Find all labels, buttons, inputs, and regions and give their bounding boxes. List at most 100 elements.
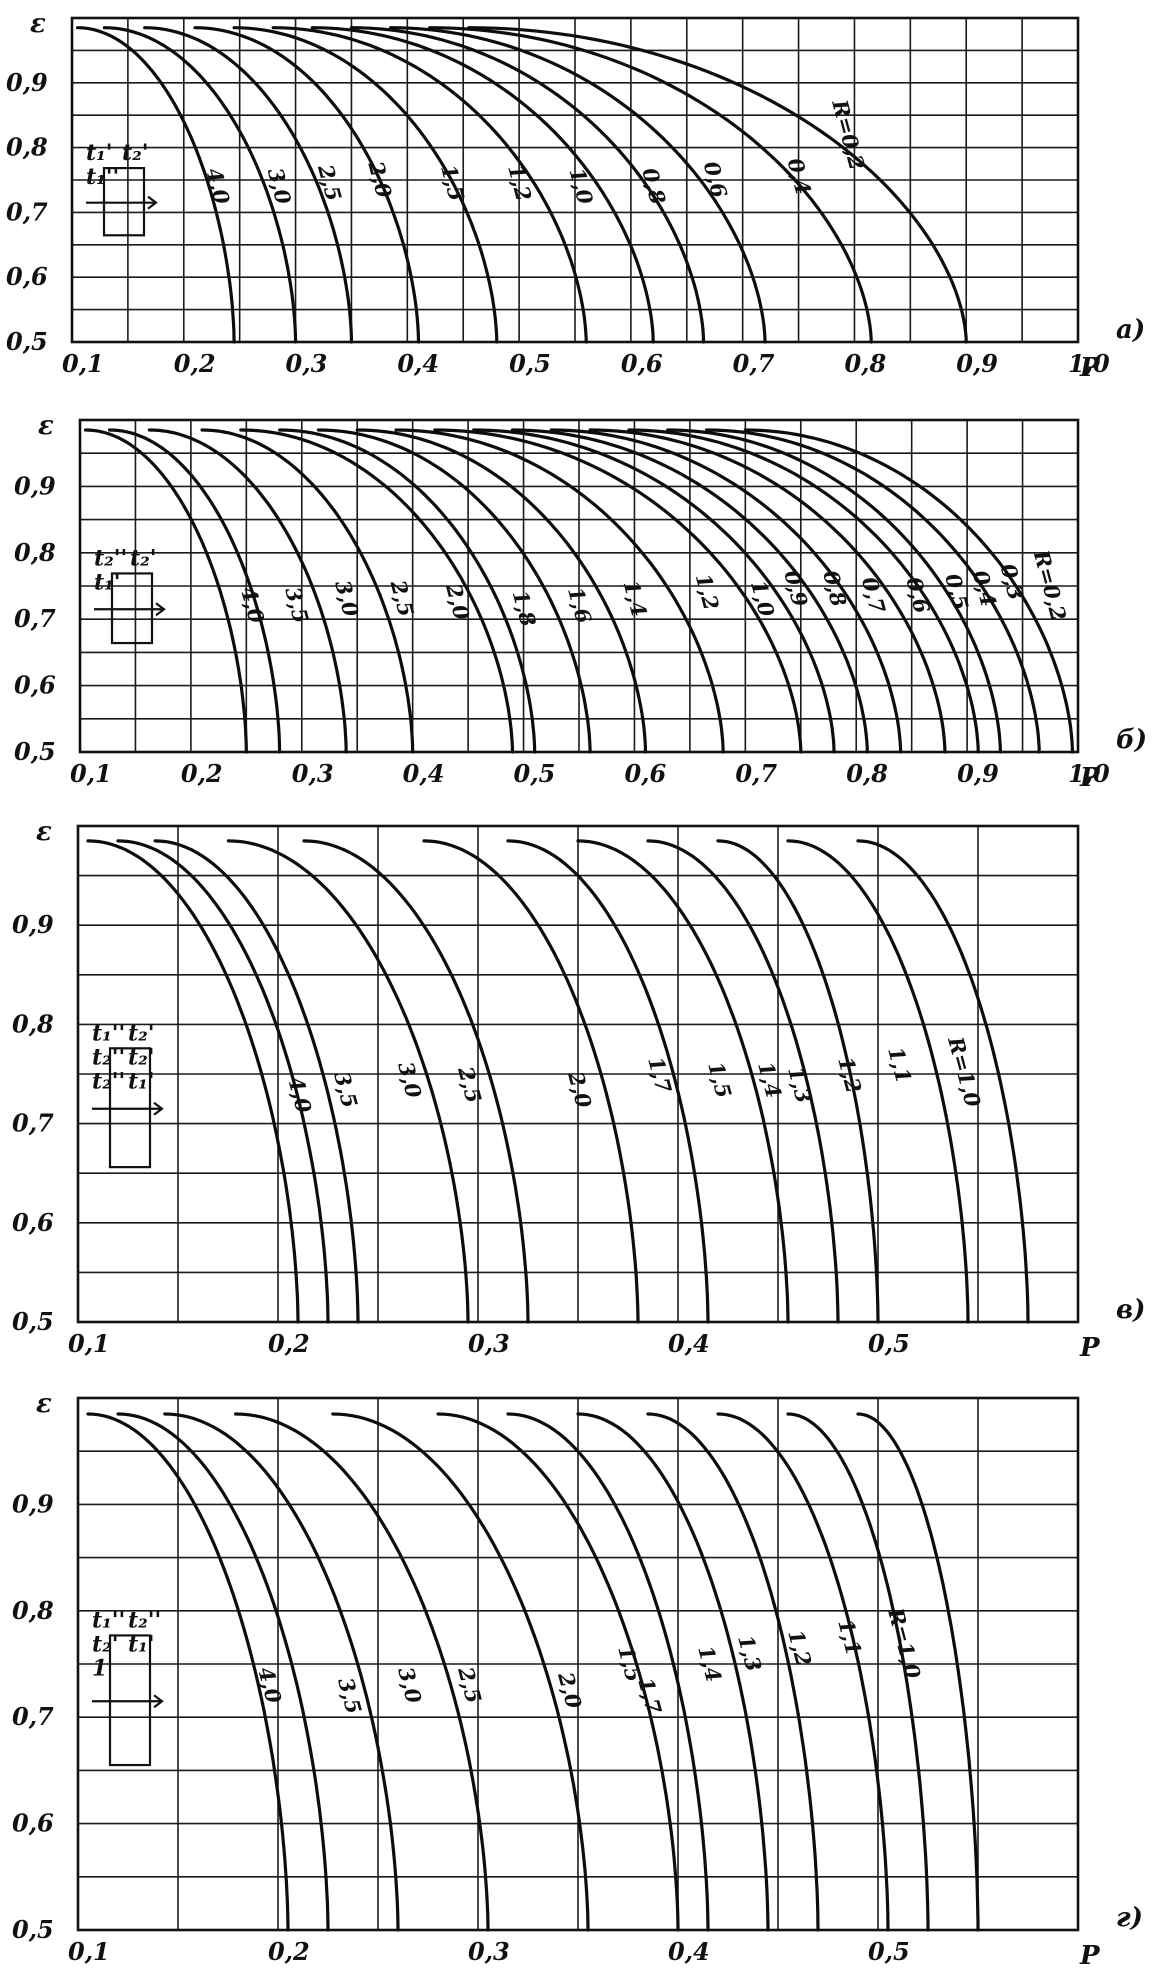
series-curve bbox=[436, 1412, 680, 1932]
series-curve bbox=[147, 428, 348, 754]
chart-panel-2: 0,1 0,2 0,3 0,4 0,5 0,6 0,7 0,8 0,9 1,00,50,60,70… bbox=[14, 411, 1147, 793]
y-tick-label: 0,6 bbox=[6, 262, 48, 291]
series-curve bbox=[506, 1412, 710, 1932]
series-curve bbox=[646, 839, 840, 1324]
y-tick-label: 0,8 bbox=[6, 133, 48, 162]
x-tick-label: 0,2 bbox=[181, 759, 223, 788]
y-axis-label: ε bbox=[30, 9, 46, 39]
series-curve bbox=[428, 26, 873, 344]
x-tick-label: 0,2 bbox=[268, 1937, 310, 1966]
series-label: 2,5 bbox=[453, 1663, 487, 1706]
series-label: 1,1 bbox=[883, 1044, 917, 1086]
scheme-label: t₂' bbox=[128, 1020, 155, 1046]
scheme-label: 1 bbox=[92, 1655, 107, 1681]
x-tick-label: 0,6 bbox=[624, 759, 666, 788]
series-curve bbox=[163, 1412, 400, 1932]
series-label: 0,8 bbox=[637, 165, 671, 207]
y-tick-label: 0,9 bbox=[12, 910, 54, 939]
series-curve bbox=[588, 428, 947, 754]
y-tick-label: 0,5 bbox=[14, 737, 56, 766]
series-label: 1,3 bbox=[783, 1064, 817, 1106]
x-axis-label: P bbox=[1079, 353, 1101, 383]
series-label: 3,5 bbox=[329, 1069, 363, 1111]
series-curve bbox=[743, 428, 1075, 754]
x-tick-label: 0,3 bbox=[292, 759, 334, 788]
scheme-label: t₁' bbox=[128, 1068, 155, 1094]
x-tick-label: 0,1 bbox=[68, 1329, 110, 1358]
plot-frame bbox=[70, 16, 1080, 344]
x-tick-label: 0,1 bbox=[68, 1937, 110, 1966]
series-label: 1,1 bbox=[833, 1616, 867, 1658]
y-tick-label: 0,6 bbox=[12, 1809, 54, 1838]
series-label: 2,0 bbox=[553, 1668, 587, 1711]
y-tick-label: 0,7 bbox=[12, 1109, 54, 1138]
scheme-label: t₂' bbox=[122, 140, 149, 166]
x-tick-label: 0,6 bbox=[621, 349, 663, 378]
series-curve bbox=[389, 26, 767, 344]
scheme-label: t₂'' bbox=[92, 1068, 125, 1094]
x-tick-label: 0,7 bbox=[733, 349, 775, 378]
x-tick-label: 0,5 bbox=[868, 1329, 910, 1358]
series-label: 2,5 bbox=[313, 161, 347, 204]
series-label: 1,3 bbox=[733, 1632, 767, 1674]
series-curve bbox=[232, 26, 499, 344]
series-label: 0,8 bbox=[818, 568, 852, 610]
arrow-icon bbox=[155, 602, 166, 617]
x-tick-label: 0,8 bbox=[846, 759, 888, 788]
series-label: 1,5 bbox=[703, 1059, 737, 1101]
scheme-label: t₁' bbox=[86, 140, 113, 166]
series-curve bbox=[576, 1412, 770, 1932]
y-tick-label: 0,9 bbox=[14, 471, 56, 500]
series-label: 1,5 bbox=[613, 1643, 647, 1685]
panel-label: в) bbox=[1116, 1295, 1145, 1325]
y-tick-label: 0,6 bbox=[12, 1208, 54, 1237]
y-tick-label: 0,9 bbox=[6, 68, 48, 97]
scheme-label: t₁' bbox=[128, 1631, 155, 1657]
series-curve bbox=[467, 26, 968, 344]
scheme-label: t₁' bbox=[94, 569, 121, 595]
series-curve bbox=[271, 26, 588, 344]
series-label: 4,0 bbox=[253, 1664, 287, 1706]
x-tick-label: 0,9 bbox=[957, 759, 999, 788]
y-tick-label: 0,5 bbox=[6, 327, 48, 356]
series-curve bbox=[302, 839, 530, 1324]
panel-label: г) bbox=[1116, 1903, 1143, 1933]
series-label: 0,6 bbox=[699, 159, 733, 201]
x-tick-label: 1,0 bbox=[1068, 759, 1110, 788]
series-curve bbox=[856, 839, 1030, 1324]
series-curve bbox=[422, 839, 640, 1324]
scheme-label: t₂'' bbox=[128, 1607, 161, 1633]
series-curve bbox=[107, 428, 282, 754]
series-curve bbox=[646, 1412, 820, 1932]
y-tick-label: 0,7 bbox=[14, 604, 56, 633]
series-label: R=0,2 bbox=[827, 96, 870, 173]
series-curve bbox=[433, 428, 803, 754]
chart-panel-1: 0,1 0,2 0,3 0,4 0,5 0,6 0,7 0,8 0,9 1,0 0,5 0,6 0,7 0… bbox=[6, 9, 1145, 383]
series-curve bbox=[153, 839, 360, 1324]
series-curve bbox=[349, 26, 706, 344]
series-curve bbox=[75, 26, 236, 344]
x-tick-label: 0,4 bbox=[668, 1329, 710, 1358]
series-label: 3,0 bbox=[393, 1664, 427, 1706]
series-label: 1,0 bbox=[746, 578, 780, 620]
series-label: 1,8 bbox=[508, 587, 542, 629]
plot-frame bbox=[76, 1396, 1080, 1932]
y-axis-label: ε bbox=[36, 1389, 52, 1419]
x-axis-label: P bbox=[1079, 763, 1101, 793]
y-tick-label: 0,8 bbox=[14, 538, 56, 567]
scheme-label: t₂' bbox=[130, 545, 157, 571]
series-curve bbox=[704, 428, 1041, 754]
series-curve bbox=[716, 1412, 890, 1932]
series-curve bbox=[116, 1412, 330, 1932]
x-tick-label: 0,9 bbox=[956, 349, 998, 378]
series-curve bbox=[666, 428, 1003, 754]
series-label: 1,7 bbox=[643, 1054, 677, 1096]
x-tick-label: 0,4 bbox=[403, 759, 445, 788]
y-axis-label: ε bbox=[38, 411, 54, 441]
x-tick-label: 1,0 bbox=[1068, 349, 1110, 378]
series-curve bbox=[856, 1412, 980, 1932]
series-label: 1,7 bbox=[633, 1675, 667, 1717]
x-tick-label: 0,2 bbox=[174, 349, 216, 378]
series-curve bbox=[786, 1412, 930, 1932]
